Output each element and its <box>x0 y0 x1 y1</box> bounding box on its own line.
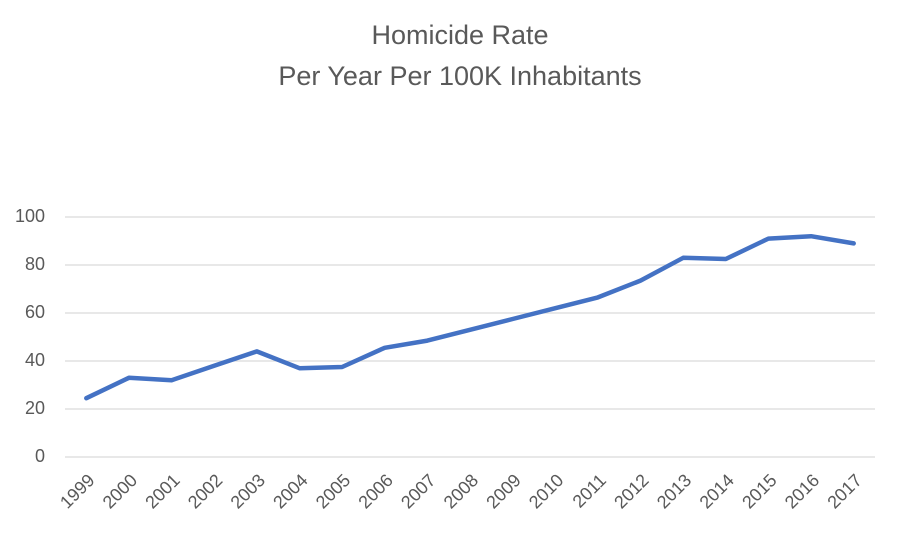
x-tick-label: 2007 <box>397 470 439 512</box>
y-tick-label: 100 <box>15 206 45 226</box>
y-tick-label: 0 <box>35 446 45 466</box>
chart-title: Homicide Rate <box>371 20 548 50</box>
x-tick-label: 1999 <box>56 470 98 512</box>
x-tick-label: 2002 <box>184 470 226 512</box>
chart-subtitle: Per Year Per 100K Inhabitants <box>278 61 641 91</box>
x-tick-label: 2017 <box>823 470 865 512</box>
x-tick-label: 2009 <box>482 470 524 512</box>
x-tick-label: 2013 <box>653 470 695 512</box>
x-tick-label: 2001 <box>141 470 183 512</box>
x-tick-label: 2012 <box>610 470 652 512</box>
x-tick-label: 2006 <box>354 470 396 512</box>
x-tick-label: 2003 <box>227 470 269 512</box>
x-tick-label: 2008 <box>440 470 482 512</box>
y-tick-label: 20 <box>25 398 45 418</box>
data-line <box>84 233 856 401</box>
y-tick-label: 60 <box>25 302 45 322</box>
x-tick-label: 2005 <box>312 470 354 512</box>
x-tick-label: 2011 <box>569 470 611 512</box>
x-tick-label: 2010 <box>525 470 567 512</box>
x-tick-label: 2004 <box>269 470 311 512</box>
x-tick-label: 2016 <box>781 470 823 512</box>
x-tick-label: 2015 <box>738 470 780 512</box>
y-tick-label: 80 <box>25 254 45 274</box>
x-tick-label: 2014 <box>696 470 738 512</box>
y-tick-label: 40 <box>25 350 45 370</box>
x-tick-label: 2000 <box>99 470 141 512</box>
